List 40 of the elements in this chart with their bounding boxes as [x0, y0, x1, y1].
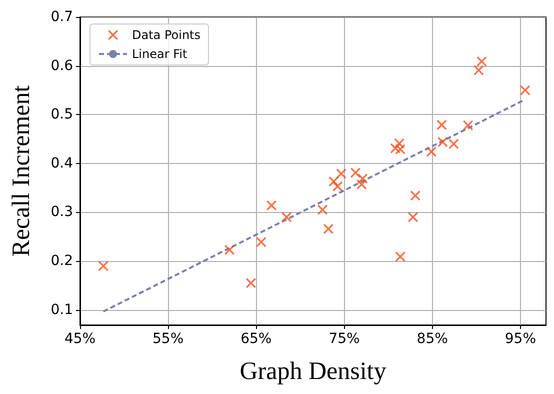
x-tick-label: 65% [240, 331, 272, 347]
y-tick-label: 0.4 [50, 155, 74, 172]
point [520, 85, 530, 96]
x-tick-label: 55% [152, 331, 184, 347]
x-tick-label: 45% [64, 331, 96, 347]
point [476, 56, 487, 66]
point [323, 224, 334, 234]
y-tick-label: 0.2 [50, 253, 73, 270]
y-tick-label: 0.6 [50, 58, 74, 74]
point [266, 200, 277, 210]
point [356, 179, 367, 190]
point [436, 120, 447, 130]
point [438, 136, 448, 147]
legend-label: Linear Fit [132, 47, 188, 61]
x-tick-label: 75% [328, 331, 360, 347]
y-tick-label: 0.3 [50, 204, 73, 220]
point [224, 244, 234, 255]
legend-label: Data Points [132, 28, 201, 42]
point [408, 212, 418, 222]
point [395, 144, 406, 154]
point [426, 146, 436, 157]
x-tick-label: 85% [416, 331, 448, 347]
y-axis-title: Recall Increment [8, 85, 35, 257]
point [410, 190, 420, 201]
point [98, 260, 108, 271]
point [448, 138, 459, 149]
y-tick-label: 0.5 [50, 106, 73, 123]
x-tick-label: 95% [504, 331, 536, 347]
point [246, 278, 256, 288]
point [463, 120, 474, 130]
x-axis-title: Graph Density [240, 358, 387, 385]
point [395, 252, 406, 262]
point [474, 65, 484, 76]
point [318, 204, 328, 215]
point [282, 212, 292, 222]
point [256, 237, 266, 248]
point [336, 168, 346, 179]
y-tick-label: 0.1 [50, 302, 73, 318]
point [332, 181, 343, 192]
y-tick-label: 0.7 [50, 9, 73, 25]
